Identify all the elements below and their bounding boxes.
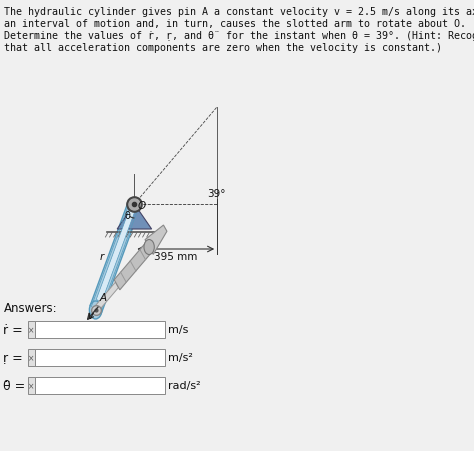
- FancyBboxPatch shape: [27, 349, 35, 366]
- Text: 395 mm: 395 mm: [154, 252, 198, 262]
- Polygon shape: [94, 282, 118, 313]
- Circle shape: [90, 301, 102, 319]
- Text: The hydraulic cylinder gives pin A a constant velocity v = 2.5 m/s along its axi: The hydraulic cylinder gives pin A a con…: [4, 7, 474, 17]
- Text: ṛ =: ṛ =: [3, 351, 23, 364]
- Text: Determine the values of ṙ, ṛ, and θ̈ for the instant when θ = 39°. (Hint: Recogn: Determine the values of ṙ, ṛ, and θ̈ for…: [4, 31, 474, 41]
- Text: ×: ×: [28, 325, 35, 334]
- Text: θ̈ =: θ̈ =: [3, 379, 26, 392]
- FancyBboxPatch shape: [27, 321, 35, 338]
- Text: v: v: [87, 310, 93, 320]
- Text: r: r: [100, 251, 104, 262]
- Circle shape: [144, 240, 155, 255]
- Text: m/s: m/s: [168, 325, 189, 335]
- Text: ×: ×: [28, 353, 35, 362]
- Text: O: O: [138, 201, 146, 211]
- Polygon shape: [96, 207, 135, 304]
- Polygon shape: [117, 205, 152, 230]
- Text: that all acceleration components are zero when the velocity is constant.): that all acceleration components are zer…: [4, 43, 442, 53]
- FancyBboxPatch shape: [27, 377, 35, 394]
- Text: ṙ =: ṙ =: [3, 323, 23, 336]
- Text: an interval of motion and, in turn, causes the slotted arm to rotate about O.: an interval of motion and, in turn, caus…: [4, 19, 466, 29]
- Polygon shape: [145, 226, 167, 255]
- Text: θ: θ: [125, 210, 131, 220]
- Text: 39°: 39°: [208, 189, 226, 198]
- FancyBboxPatch shape: [35, 349, 165, 366]
- Polygon shape: [114, 243, 152, 290]
- Text: Answers:: Answers:: [4, 301, 58, 314]
- Text: ×: ×: [28, 381, 35, 390]
- Polygon shape: [90, 200, 140, 314]
- Text: A: A: [100, 292, 107, 302]
- Text: m/s²: m/s²: [168, 353, 193, 363]
- Text: rad/s²: rad/s²: [168, 381, 201, 391]
- FancyBboxPatch shape: [35, 377, 165, 394]
- FancyBboxPatch shape: [35, 321, 165, 338]
